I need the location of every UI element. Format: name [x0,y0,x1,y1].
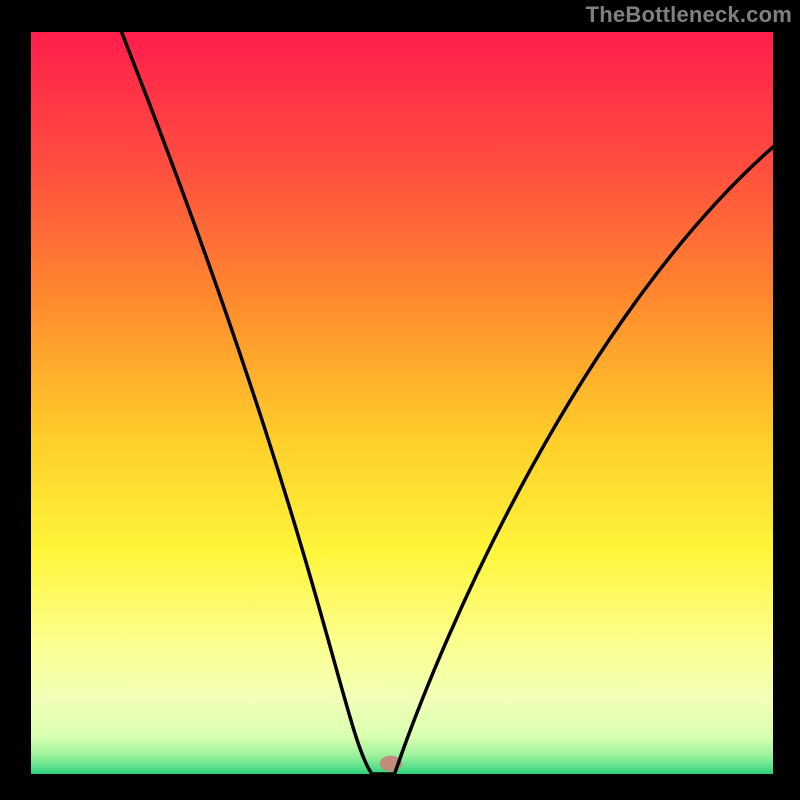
gradient-background [31,32,773,774]
chart-frame: TheBottleneck.com [0,0,800,800]
watermark-text: TheBottleneck.com [586,2,792,28]
gradient-plot [31,32,773,774]
